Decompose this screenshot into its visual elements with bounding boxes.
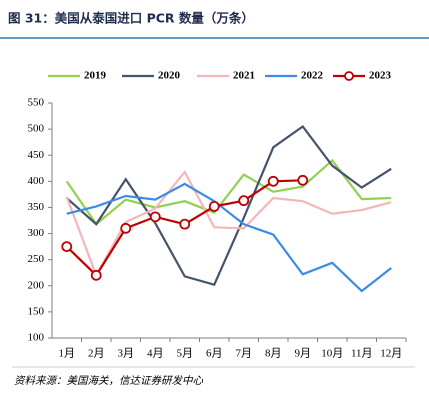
series-marker [179,218,191,230]
y-tick-label: 550 [28,97,45,109]
x-tick-label: 3月 [118,348,135,360]
series-line [65,158,392,226]
y-tick-label: 200 [28,279,45,291]
x-tick-label: 11月 [351,348,373,360]
chart-title: 图 31：美国从泰国进口 PCR 数量（万条） [8,11,254,26]
series-marker [90,269,102,281]
x-tick-label: 6月 [206,348,223,360]
y-tick-label: 500 [28,123,45,135]
y-tick-label: 400 [28,175,45,187]
series-line [65,169,392,278]
x-tick-label: 7月 [236,348,253,360]
x-tick-label: 4月 [147,348,164,360]
series-marker [297,174,309,186]
series-line [66,182,392,293]
legend-label: 2019 [84,70,107,82]
legend-label: 2020 [158,70,181,82]
legend-marker [344,71,354,81]
y-tick-label: 100 [28,332,45,344]
series-marker [208,200,220,212]
x-tick-label: 9月 [295,348,312,360]
series-marker [149,211,161,223]
y-tick-label: 250 [28,253,45,265]
source-note: 资料来源：美国海关，信达证券研发中心 [14,375,203,387]
legend-label: 2021 [233,70,255,82]
x-tick-label: 10月 [321,348,343,360]
x-tick-label: 12月 [380,348,402,360]
x-tick-label: 8月 [265,348,282,360]
y-tick-label: 150 [28,305,45,317]
y-tick-label: 450 [28,149,45,161]
series-marker [238,195,250,207]
series-marker [61,241,73,253]
series-line [66,124,392,287]
legend-label: 2022 [301,70,324,82]
series-marker [120,222,132,234]
x-tick-label: 1月 [59,348,76,360]
x-tick-label: 2月 [88,348,105,360]
y-tick-label: 350 [28,201,45,213]
series-marker [267,175,279,187]
y-tick-label: 300 [28,227,45,239]
legend-label: 2023 [369,70,392,82]
x-tick-label: 5月 [177,348,194,360]
